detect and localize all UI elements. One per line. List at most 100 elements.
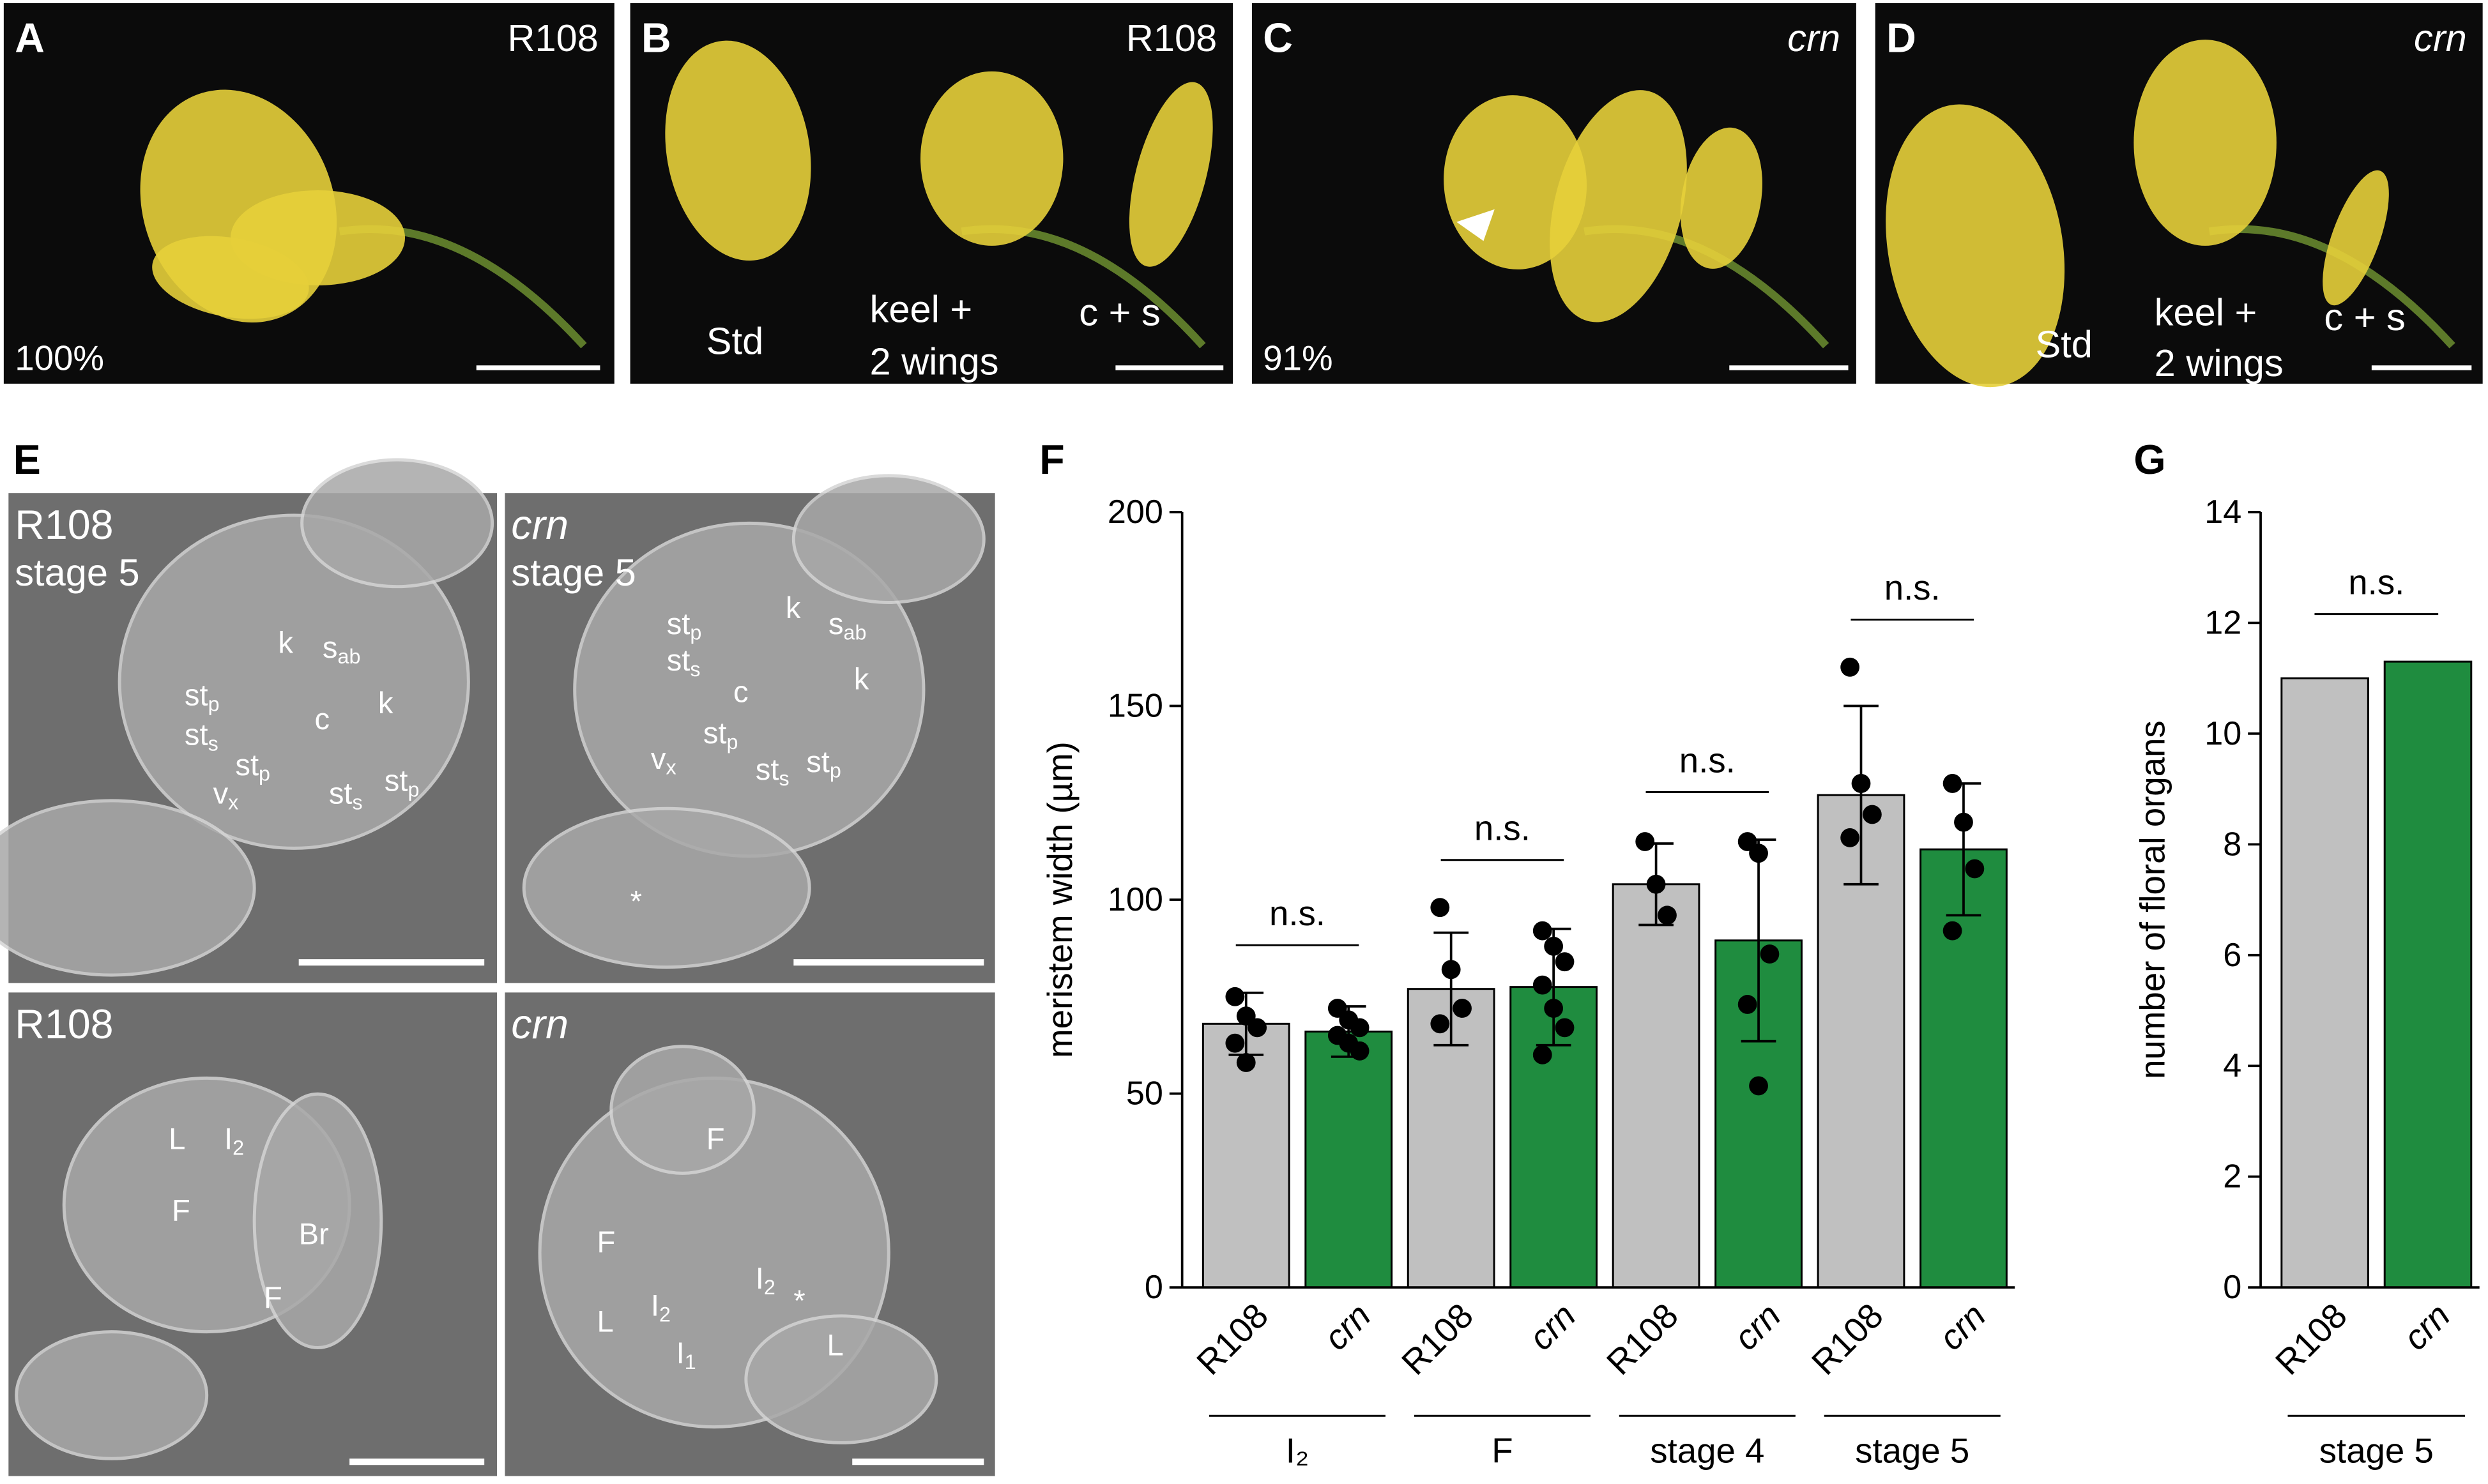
structure-label: sts [185,717,218,755]
structure-label: vx [213,776,239,814]
label-base: st [667,642,691,676]
y-tick-label: 10 [2204,715,2241,752]
sem-structure [0,799,256,977]
genotype-label: R108 [15,502,113,548]
x-tick-label: crn [1727,1296,1789,1358]
label-base: st [703,716,727,750]
data-point [1453,999,1472,1018]
label-base: F [706,1121,725,1155]
significance-label: n.s. [1269,894,1325,933]
x-tick-label: R108 [1394,1296,1481,1382]
data-point [1965,859,1985,879]
structure-label: F [597,1225,615,1259]
label-base: v [213,776,229,810]
sem-panel: R108 L I2 F Br F [8,992,498,1476]
data-point [1840,828,1860,847]
data-point [1236,1053,1256,1072]
label-base: c [733,674,749,708]
y-axis-label: meristem width (µm) [1041,741,1080,1058]
structure-label: stp [385,763,420,801]
stage-label: stage 5 [511,551,636,594]
data-point [1646,874,1666,894]
label-subscript: 2 [233,1137,244,1160]
data-point [1532,1045,1552,1064]
y-tick-label: 2 [2223,1158,2241,1195]
label-base: I [651,1288,659,1322]
panel-letter: B [641,15,671,61]
label-base: I [756,1261,764,1295]
petal [1680,127,1762,269]
structure-label: I1 [676,1335,696,1373]
error-bar [1433,931,1469,1047]
label-base: st [806,744,830,778]
data-point [1555,952,1575,972]
significance-label: n.s. [1474,809,1530,848]
photo-panel: B R108 Std keel + 2 wings c + s [630,3,1233,384]
x-tick-label: crn [1932,1296,1994,1358]
structure-label: L [827,1328,843,1361]
sem-structure [300,458,494,589]
bar [1612,883,1700,1289]
data-point [1350,1041,1370,1061]
structure-label: c [733,674,749,708]
structure-label: sab [323,630,360,668]
structure-label: sab [828,606,866,644]
label-base: st [235,747,259,781]
label-subscript: s [353,791,363,814]
y-tick-label: 150 [1108,688,1163,725]
label-base: k [278,625,293,659]
sem-structure [522,806,811,969]
label-base: c [315,701,330,735]
group-label: stage 5 [1855,1431,1969,1470]
structure-label: k [378,685,393,719]
bar [2383,660,2473,1289]
data-point [1532,975,1552,995]
structure-label: I2 [224,1121,244,1159]
petal [1550,90,1687,322]
label-base: st [667,606,691,640]
data-point [1544,937,1564,956]
organ-label: 2 wings [870,340,999,383]
label-base: L [169,1121,185,1155]
structure-label: * [793,1283,805,1317]
organ-label: c + s [2324,296,2405,338]
data-point [1954,812,1973,832]
y-tick-label: 6 [2223,937,2241,974]
bar [2280,677,2369,1289]
structure-label: * [630,884,642,918]
data-point [1658,905,1677,925]
significance-label: n.s. [2348,563,2404,602]
label-base: v [651,741,666,775]
sem-structure [609,1045,756,1175]
label-base: L [827,1328,843,1361]
significance-label: n.s. [1679,741,1736,780]
structure-label: c [315,701,330,735]
sem-structure [118,513,470,850]
data-point [1840,657,1860,677]
group-label: stage 4 [1650,1431,1764,1470]
data-point [1430,898,1450,918]
data-point [1225,1033,1245,1053]
bar [1919,848,2008,1289]
photo-panel: A R108 100% [3,3,614,384]
label-subscript: p [408,778,419,801]
petal [1129,82,1213,267]
structure-label: I2 [651,1288,671,1326]
label-subscript: p [208,692,220,715]
structure-label: Br [299,1216,329,1250]
label-subscript: p [690,621,701,644]
panel-letter: F [1039,437,1064,483]
label-base: k [378,685,393,719]
y-tick-label: 12 [2204,604,2241,641]
data-point [1441,960,1461,980]
label-base: I [224,1121,233,1155]
y-tick-label: 14 [2204,494,2241,531]
genotype-label: R108 [15,1001,113,1047]
group-label: stage 5 [2319,1431,2434,1470]
group-label: F [1492,1431,1513,1470]
petal [1886,104,2065,388]
data-point [1851,774,1871,793]
